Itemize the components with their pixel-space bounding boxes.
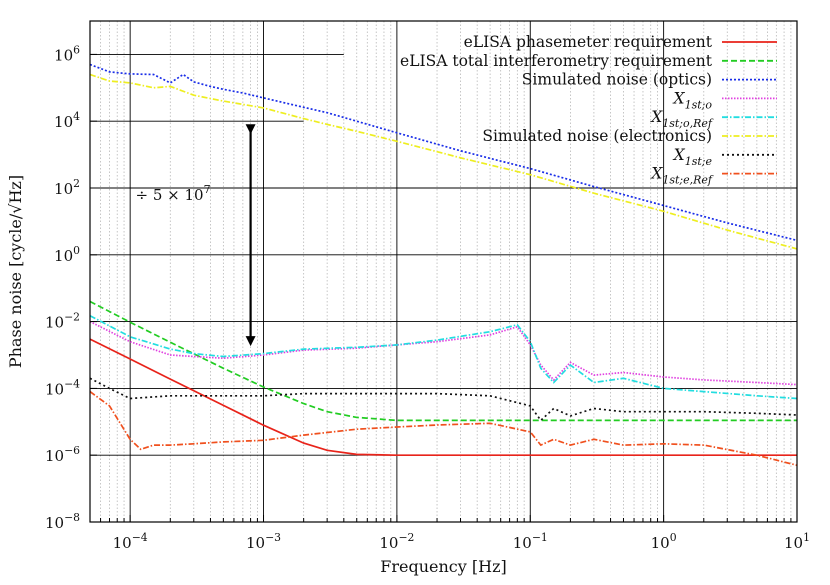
x-axis-label: Frequency [Hz]	[380, 557, 507, 576]
plot-frame	[89, 20, 798, 523]
x-tick-label: 10−3	[246, 531, 281, 552]
series-line-6	[89, 377, 798, 422]
legend-label-7: X1st;e,Ref	[650, 165, 714, 187]
legend-label-1: eLISA total interferometry requirement	[400, 52, 713, 70]
legend-label-5: Simulated noise (electronics)	[482, 127, 712, 145]
series-line-1	[89, 300, 797, 422]
legend-label-3: X1st;o	[673, 89, 713, 111]
x-tick-label: 10−2	[379, 531, 414, 552]
y-tick-label: 104	[54, 110, 80, 131]
y-tick-label: 102	[54, 177, 80, 198]
series-layer	[89, 63, 798, 467]
x-tick-label: 101	[784, 531, 810, 552]
series-line-3	[89, 320, 798, 386]
legend-label-0: eLISA phasemeter requirement	[464, 33, 713, 51]
y-tick-label: 10−2	[45, 311, 80, 332]
y-tick-label: 106	[54, 43, 80, 64]
ratio-annotation: ÷ 5 × 107	[136, 183, 211, 204]
annotation-layer: ÷ 5 × 107	[136, 124, 256, 347]
series-line-4	[89, 314, 798, 400]
series-line-2	[89, 63, 798, 242]
x-tick-label: 10−4	[113, 531, 148, 552]
grid-layer	[90, 21, 797, 522]
y-tick-label: 10−8	[45, 511, 80, 532]
series-line-0	[89, 338, 797, 457]
legend-label-6: X1st;e	[673, 146, 713, 168]
legend-label-2: Simulated noise (optics)	[522, 71, 712, 89]
y-tick-label: 10−6	[45, 444, 80, 465]
y-axis-label: Phase noise [cycle/√Hz]	[6, 175, 25, 368]
x-tick-label: 100	[651, 531, 677, 552]
legend-label-4: X1st;o,Ref	[650, 108, 714, 130]
series-line-7	[89, 390, 798, 467]
y-tick-label: 100	[54, 244, 80, 265]
axes-layer: 10−4 10−3 10−2 10−1 100 101 10−8 10−6 10−4 10−2 10…	[6, 20, 810, 576]
x-tick-label: 10−1	[513, 531, 548, 552]
series-line-5	[89, 73, 798, 250]
y-tick-label: 10−4	[45, 377, 80, 398]
